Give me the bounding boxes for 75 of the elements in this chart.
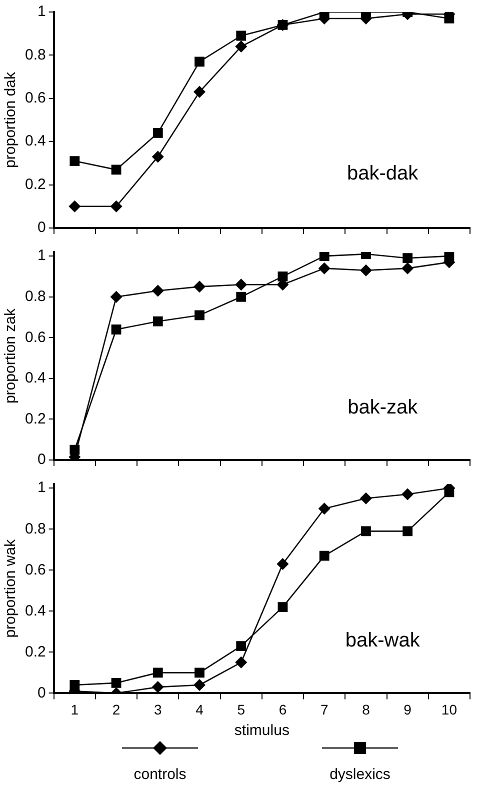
point <box>110 290 122 303</box>
y-tick-label: 0 <box>38 684 46 702</box>
y-tick-label: 0 <box>38 451 46 468</box>
y-tick-label: 1 <box>38 247 46 264</box>
point <box>68 200 81 212</box>
y-tick-label: 0.8 <box>24 520 46 538</box>
x-tick-label: 10 <box>441 701 458 718</box>
point <box>70 156 80 166</box>
point <box>152 128 163 138</box>
annotation: bak-dak <box>347 162 420 185</box>
y-tick-label: 0.4 <box>24 132 46 150</box>
x-tick-label: 5 <box>237 701 246 718</box>
point <box>318 502 330 515</box>
annotation: bak-zak <box>348 396 419 419</box>
point <box>236 641 246 651</box>
y-tick-label: 0.8 <box>24 288 46 306</box>
point <box>110 200 122 212</box>
point <box>194 56 204 67</box>
point <box>402 526 413 536</box>
y-axis-title: proportion dak <box>2 72 20 168</box>
point <box>152 316 163 326</box>
y-tick-label: 0.4 <box>24 370 46 387</box>
point <box>319 550 330 561</box>
y-tick-label: 1 <box>38 479 46 496</box>
point <box>194 678 206 691</box>
point <box>152 681 164 694</box>
point <box>278 602 288 612</box>
point <box>152 150 164 163</box>
point <box>361 526 371 536</box>
point <box>111 678 122 688</box>
y-tick-label: 1 <box>38 3 46 20</box>
point <box>236 292 246 302</box>
y-tick-label: 0.6 <box>24 90 46 107</box>
point <box>235 278 248 291</box>
x-tick-label: 3 <box>154 701 162 718</box>
x-tick-label: 7 <box>320 701 328 718</box>
point <box>152 284 164 297</box>
point <box>111 164 122 175</box>
y-tick-label: 0.6 <box>24 561 46 578</box>
point <box>402 488 414 500</box>
x-tick-label: 2 <box>112 701 120 718</box>
point <box>276 558 289 570</box>
point <box>319 252 330 262</box>
point <box>318 262 330 274</box>
x-tick-label: 8 <box>362 701 370 718</box>
point <box>235 656 248 668</box>
point <box>360 492 372 504</box>
point <box>402 253 413 264</box>
legend-label: controls <box>134 766 186 783</box>
y-tick-label: 0.2 <box>24 176 46 193</box>
x-tick-label: 9 <box>404 701 412 718</box>
y-tick-label: 0 <box>38 219 46 236</box>
y-tick-label: 0.2 <box>24 410 46 428</box>
y-tick-label: 0.4 <box>24 602 46 620</box>
y-tick-label: 0.6 <box>24 328 46 346</box>
point <box>360 264 372 276</box>
point <box>194 668 204 678</box>
y-tick-label: 0.2 <box>24 643 46 660</box>
point <box>402 262 414 274</box>
point <box>194 86 206 98</box>
x-tick-label: 1 <box>70 701 79 718</box>
y-axis-title: proportion zak <box>2 308 20 404</box>
legend-label: dyslexics <box>330 766 390 783</box>
point <box>235 40 248 53</box>
x-tick-label: 4 <box>196 701 204 718</box>
point <box>152 668 163 678</box>
annotation: bak-wak <box>345 629 421 652</box>
point <box>194 310 204 320</box>
x-tick-label: 6 <box>278 701 287 718</box>
point <box>111 324 122 334</box>
y-axis-title: proportion wak <box>2 538 20 638</box>
x-axis-title: stimulus <box>234 722 290 740</box>
y-tick-label: 0.8 <box>24 46 46 64</box>
point <box>236 30 246 41</box>
point <box>194 280 206 293</box>
